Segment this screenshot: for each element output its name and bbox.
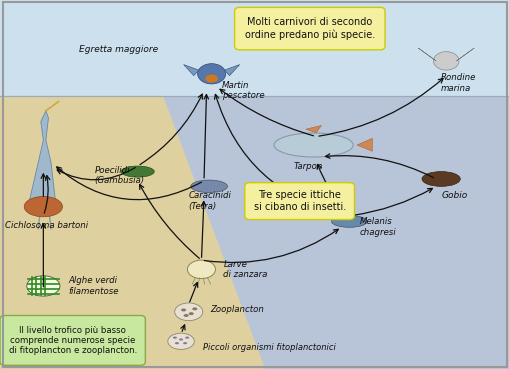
Text: Cichlosoma bartoni: Cichlosoma bartoni bbox=[5, 221, 88, 230]
Text: Tarpon: Tarpon bbox=[293, 162, 322, 171]
Polygon shape bbox=[28, 111, 56, 214]
Ellipse shape bbox=[190, 180, 227, 193]
Text: Tre specie ittiche
si cibano di insetti.: Tre specie ittiche si cibano di insetti. bbox=[253, 190, 345, 212]
FancyBboxPatch shape bbox=[244, 183, 354, 220]
Text: Zooplancton: Zooplancton bbox=[210, 305, 264, 314]
Bar bbox=[0, 0, 509, 96]
Ellipse shape bbox=[331, 215, 366, 227]
Polygon shape bbox=[356, 138, 372, 151]
Polygon shape bbox=[456, 48, 473, 61]
Text: Molti carnivori di secondo
ordine predano più specie.: Molti carnivori di secondo ordine predan… bbox=[244, 17, 374, 40]
Text: Martin
pescatore: Martin pescatore bbox=[221, 81, 264, 100]
Bar bbox=[0, 96, 509, 369]
Text: Poecilidi
(Gambusia): Poecilidi (Gambusia) bbox=[94, 166, 144, 185]
Text: Alghe verdi
filamentose: Alghe verdi filamentose bbox=[69, 276, 119, 296]
Text: Rondine
marina: Rondine marina bbox=[440, 73, 475, 93]
Text: Larve
di zanzara: Larve di zanzara bbox=[223, 260, 267, 279]
Text: Melanis
chagresi: Melanis chagresi bbox=[359, 217, 395, 237]
Ellipse shape bbox=[174, 303, 203, 321]
Ellipse shape bbox=[197, 64, 225, 84]
Polygon shape bbox=[417, 48, 435, 61]
Ellipse shape bbox=[24, 196, 63, 217]
Ellipse shape bbox=[175, 342, 179, 344]
Text: Piccoli organismi fitoplanctonici: Piccoli organismi fitoplanctonici bbox=[203, 343, 335, 352]
Ellipse shape bbox=[187, 260, 215, 279]
Text: Il livello trofico più basso
comprende numerose specie
di fitoplancton e zooplan: Il livello trofico più basso comprende n… bbox=[9, 325, 136, 355]
Ellipse shape bbox=[121, 166, 154, 177]
Text: Gobio: Gobio bbox=[440, 191, 466, 200]
Polygon shape bbox=[224, 65, 239, 76]
Ellipse shape bbox=[173, 337, 177, 339]
FancyBboxPatch shape bbox=[234, 7, 384, 50]
FancyBboxPatch shape bbox=[0, 315, 145, 365]
Ellipse shape bbox=[181, 308, 186, 311]
Ellipse shape bbox=[433, 52, 458, 70]
Text: Egretta maggiore: Egretta maggiore bbox=[79, 45, 158, 54]
Ellipse shape bbox=[183, 342, 187, 344]
Ellipse shape bbox=[192, 307, 197, 310]
Polygon shape bbox=[0, 96, 265, 369]
Ellipse shape bbox=[179, 338, 183, 341]
Text: Caracinidi
(Tetra): Caracinidi (Tetra) bbox=[188, 192, 231, 211]
Polygon shape bbox=[305, 125, 321, 133]
Ellipse shape bbox=[421, 172, 460, 186]
Ellipse shape bbox=[27, 276, 60, 296]
Ellipse shape bbox=[183, 314, 188, 317]
Ellipse shape bbox=[188, 312, 193, 315]
Ellipse shape bbox=[167, 333, 194, 349]
Polygon shape bbox=[183, 65, 199, 76]
Ellipse shape bbox=[185, 337, 189, 339]
Ellipse shape bbox=[274, 133, 352, 157]
Ellipse shape bbox=[205, 75, 218, 83]
